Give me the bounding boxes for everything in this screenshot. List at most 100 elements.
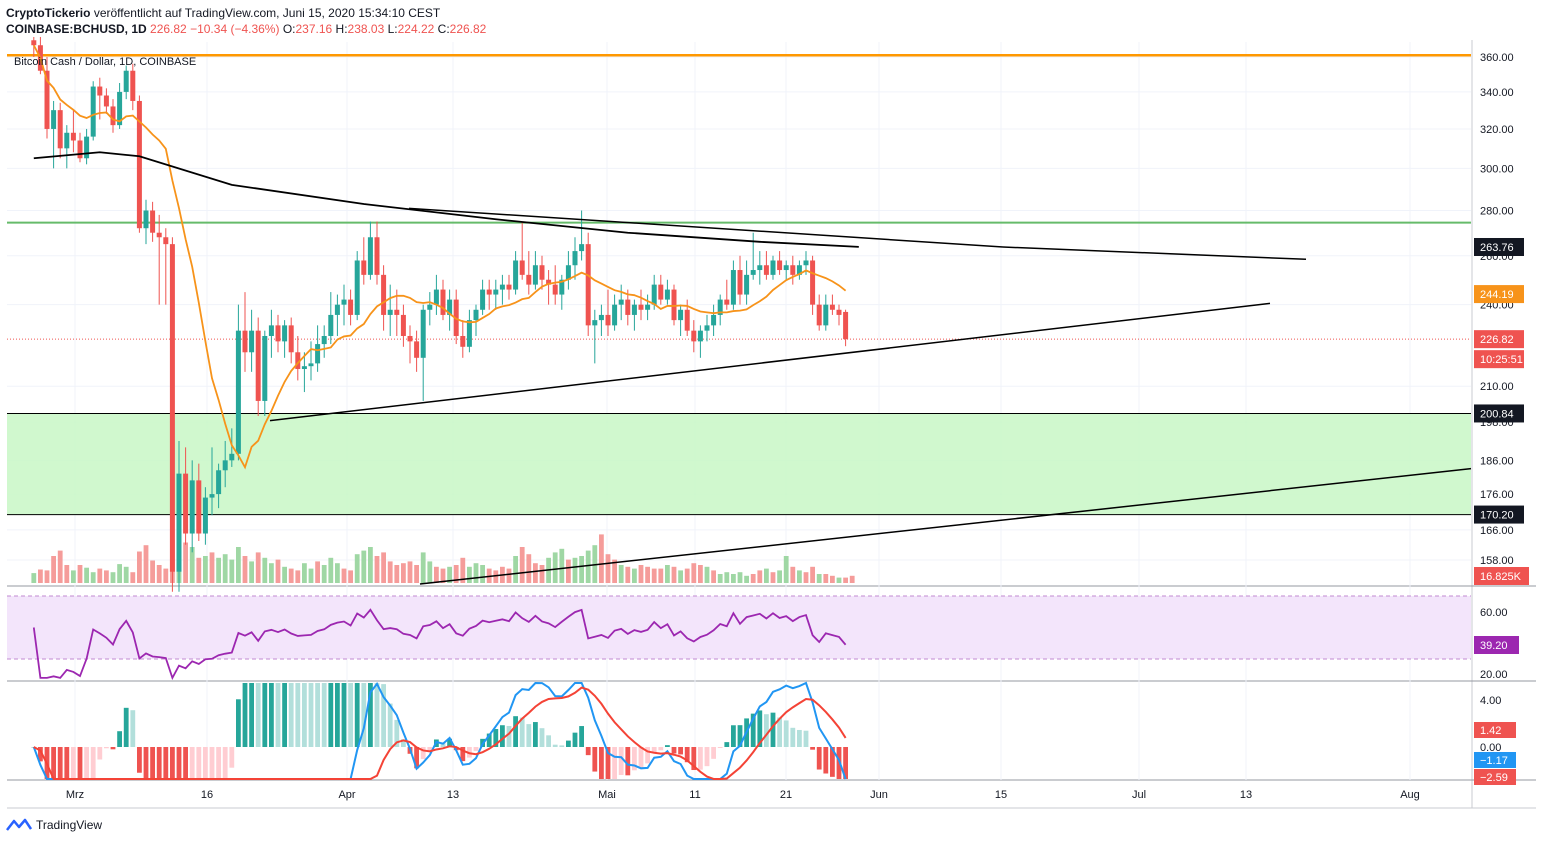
macd-histogram-bar [176, 747, 182, 779]
candle-body [196, 480, 202, 534]
macd-histogram-bar [546, 735, 551, 747]
macd-histogram-bar [638, 747, 644, 768]
volume-bar [209, 552, 215, 583]
ascending-trendline [269, 302, 1271, 422]
macd-histogram-bar [665, 745, 670, 747]
open-value: 237.16 [295, 22, 333, 36]
macd-histogram-bar [104, 747, 109, 749]
price-tick-label: 340.00 [1480, 87, 1514, 99]
volume-bar [539, 565, 545, 583]
volume-bar [460, 557, 466, 583]
candle-body [249, 330, 255, 353]
macd-histogram-bar [704, 747, 710, 767]
close-label: C: [437, 22, 450, 36]
time-tick-label: Mai [598, 789, 616, 801]
price-tag [1474, 237, 1524, 256]
candle-body [803, 260, 809, 266]
volume-bar [255, 552, 261, 583]
volume-bar [104, 570, 109, 583]
macd-histogram-bar [671, 747, 677, 754]
signal-line [33, 686, 847, 780]
volume-bar [810, 566, 815, 583]
macd-histogram-bar [750, 713, 756, 747]
macd-histogram-bar [216, 747, 221, 779]
macd-histogram-bar [777, 717, 782, 747]
price-change: −10.34 (−4.36%) [190, 22, 280, 36]
candle-body [572, 251, 578, 266]
volume-bar [618, 565, 624, 583]
macd-line [32, 681, 847, 780]
candle-body [638, 304, 644, 310]
volume-bar [77, 565, 83, 583]
volume-bar [328, 557, 334, 583]
volume-bar [632, 568, 637, 583]
volume-bar [288, 568, 294, 583]
volume-bar [427, 561, 433, 583]
candle-body [697, 330, 703, 342]
candle-body [671, 289, 677, 321]
macd-histogram-bar [262, 683, 268, 747]
candle-body [341, 299, 347, 305]
candle-body [394, 309, 400, 315]
tradingview-footer[interactable]: TradingView [6, 817, 102, 833]
macd-histogram-bar [486, 733, 492, 747]
volume-bar [123, 566, 129, 583]
candle-body [684, 309, 690, 331]
price-tick-label: 158.00 [1480, 555, 1514, 567]
macd-tag-label: 1.42 [1480, 725, 1501, 737]
candle-body [466, 320, 472, 347]
candle-body [216, 470, 222, 495]
macd-histogram-bar [269, 683, 274, 747]
candle-body [526, 274, 532, 285]
volume-bar [447, 566, 452, 583]
candle-body [275, 325, 281, 342]
candle-body [295, 352, 301, 370]
macd-histogram-bar [645, 747, 650, 764]
volume-bar [843, 577, 848, 583]
candle-body [222, 460, 228, 471]
low-value: 224.22 [397, 22, 435, 36]
candle-body [513, 260, 519, 290]
candle-body [334, 304, 340, 315]
macd-histogram-bar [797, 729, 802, 747]
candle-body [381, 274, 387, 315]
macd-histogram-bar [189, 747, 195, 779]
candle-body [183, 473, 189, 534]
macd-histogram-bar [348, 683, 353, 747]
volume-bar [354, 554, 360, 583]
long-ascending-trendline [419, 467, 1472, 585]
volume-bar [407, 561, 413, 583]
time-tick-label: Jun [870, 789, 888, 801]
candle-body [810, 260, 816, 305]
chart-title: Bitcoin Cash / Dollar, 1D, COINBASE [14, 56, 196, 68]
volume-bar [566, 559, 571, 583]
candle-body [117, 91, 123, 126]
publish-line: CryptoTickerio veröffentlicht auf Tradin… [6, 5, 486, 21]
macd-histogram-bar [810, 747, 815, 750]
volume-bar [453, 565, 459, 583]
candle-body [84, 136, 90, 159]
time-tick-label: Mrz [66, 789, 84, 801]
rsi-line [32, 608, 847, 681]
volume-bar [691, 563, 697, 583]
volume-bar [823, 574, 829, 583]
macd-histogram-bar [236, 699, 241, 747]
volume-bar [44, 570, 50, 583]
publisher-name[interactable]: CryptoTickerio [6, 6, 91, 20]
macd-histogram-bar [658, 747, 664, 751]
macd-histogram-bar [97, 747, 103, 760]
macd-tag [1474, 769, 1516, 785]
candle-body [664, 289, 670, 300]
candle-body [829, 304, 835, 310]
candle-body [163, 237, 169, 245]
macd-histogram-bar [632, 747, 637, 771]
macd-histogram-bar [717, 747, 723, 748]
price-tag [1474, 330, 1524, 349]
volume-bar [51, 556, 56, 583]
macd-histogram-bar [427, 747, 433, 751]
macd-histogram-bar [764, 714, 769, 747]
volume-bar [203, 556, 208, 583]
support-zone [7, 413, 1471, 515]
macd-histogram-bar [533, 722, 538, 747]
